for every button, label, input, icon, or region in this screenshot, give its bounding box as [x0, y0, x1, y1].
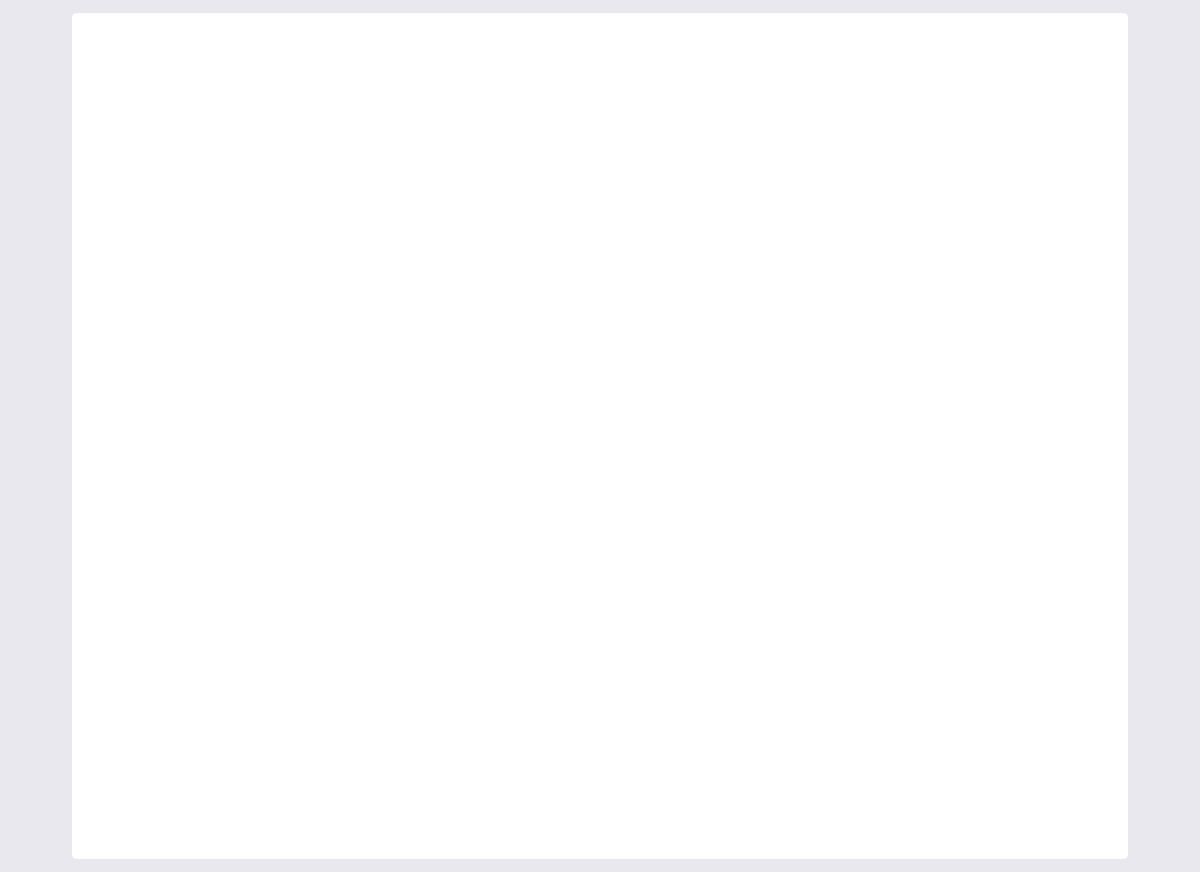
Text: 66.32Nm at full load. The full load: 66.32Nm at full load. The full load	[100, 242, 715, 276]
Text: 10 kW: 10 kW	[150, 610, 264, 644]
Text: 11 kW: 11 kW	[150, 430, 264, 464]
Text: operates with a rotor speed of 1440: operates with a rotor speed of 1440	[100, 106, 750, 140]
Text: *: *	[365, 310, 395, 344]
Text: 2 points: 2 points	[860, 38, 961, 62]
Text: A three phase induction motor: A three phase induction motor	[100, 38, 652, 72]
Text: 9 kW: 9 kW	[150, 700, 241, 734]
Text: rpm and develops a torque of: rpm and develops a torque of	[100, 174, 636, 208]
Text: power output is: power output is	[100, 310, 383, 344]
Text: 8 kW: 8 kW	[150, 520, 241, 554]
